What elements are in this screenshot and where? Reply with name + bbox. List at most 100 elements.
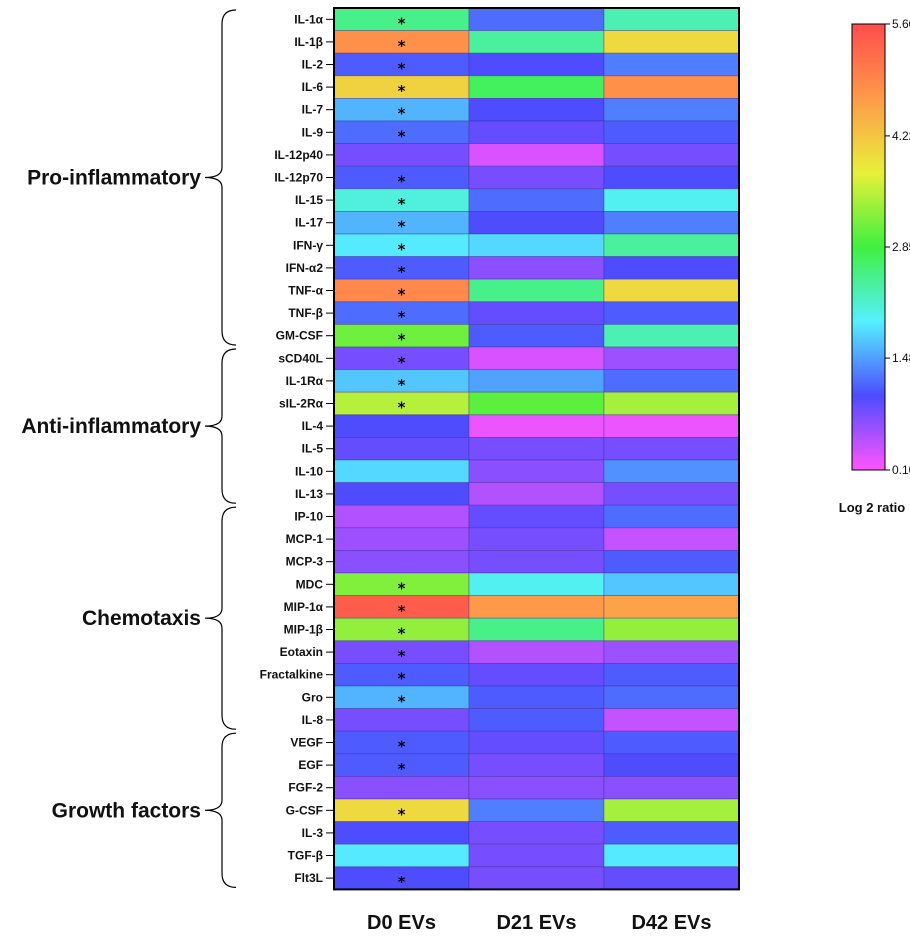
heatmap-cell [333,414,470,438]
heatmap-cell [468,233,605,258]
significance-star: * [398,308,406,326]
significance-star: * [398,14,406,32]
significance-star: * [398,353,406,371]
heatmap-cell [468,572,605,597]
significance-star: * [398,760,406,778]
heatmap-cell [603,504,740,529]
significance-star: * [398,602,406,620]
heatmap-cell [603,210,740,235]
heatmap-cell [603,391,740,416]
row-label: IL-8 [302,713,324,727]
heatmap-cell [468,165,605,190]
significance-star: * [398,805,406,823]
row-label: IL-4 [302,419,324,433]
significance-star: * [398,670,406,688]
heatmap-cell [603,843,740,868]
significance-star: * [398,240,406,258]
heatmap-cell [333,776,470,800]
significance-star: * [398,37,406,55]
heatmap-cell [333,550,470,574]
heatmap-cell [468,120,605,145]
row-label: FGF-2 [288,781,323,795]
heatmap-cell [603,482,740,506]
colorbar-title: Log 2 ratio [839,500,906,515]
column-label: D42 EVs [631,912,711,934]
heatmap-cell [468,798,605,823]
colorbar-tick-label: 1.48 [892,351,910,365]
significance-star: * [398,127,406,145]
significance-star: * [398,82,406,100]
row-label: MCP-3 [286,555,324,569]
heatmap-cell [468,30,605,54]
heatmap-cell [603,708,740,732]
heatmap-cell [603,595,740,619]
row-label: MCP-1 [286,532,324,546]
row-label: IFN-γ [293,238,323,252]
row-label: IL-17 [295,216,323,230]
row-label: Flt3L [294,871,323,885]
colorbar-tick-label: 0.10 [892,463,910,477]
row-label: IL-13 [295,487,323,501]
column-label: D0 EVs [367,912,436,934]
heatmap-cell [603,120,740,145]
heatmap-cell [603,821,740,845]
significance-star: * [398,738,406,756]
heatmap-cell [468,730,605,755]
heatmap-cell [603,143,740,167]
heatmap-cell [333,527,470,551]
heatmap-cell [468,278,605,303]
heatmap-cell [603,256,740,280]
heatmap-cell [333,504,470,529]
heatmap-cell [468,369,605,393]
colorbar-tick-label: 5.60 [892,17,910,31]
group-bracket [204,732,237,888]
heatmap-cell [603,753,740,777]
column-label: D21 EVs [496,912,576,934]
heatmap-cell [468,866,605,890]
heatmap-cell [603,7,740,32]
row-label: IL-3 [302,826,324,840]
row-label: Fractalkine [260,668,324,682]
heatmap-cell [468,843,605,868]
row-label: IL-12p40 [274,148,323,162]
row-labels: IL-1α IL-1β IL-2 IL-6 IL-7 IL-9 IL-12p40 IL-12p… [260,12,334,885]
significance-star: * [398,263,406,281]
heatmap-cell [468,98,605,122]
heatmap-cell [468,52,605,77]
row-label: EGF [298,758,323,772]
row-label: Gro [302,690,323,704]
row-label: IL-1β [294,35,323,49]
row-label: Eotaxin [280,645,323,659]
heatmap-cell [468,504,605,529]
heatmap-cell [468,414,605,438]
row-label: IL-9 [302,125,324,139]
colorbar: 5.60 4.22 2.85 1.48 0.10 Log 2 ratio [839,17,910,515]
heatmap-cell [603,459,740,484]
heatmap-cell [603,640,740,664]
group-label: Growth factors [52,799,201,822]
significance-star: * [398,218,406,236]
row-label: TNF-β [288,306,323,320]
heatmap-cell [603,301,740,325]
heatmap-cell [468,188,605,212]
row-label: MIP-1α [284,600,324,614]
heatmap-cell [468,663,605,687]
heatmap-cell [333,821,470,845]
heatmap-cell [333,708,470,732]
heatmap-cell [333,459,470,484]
heatmap-cell [603,278,740,303]
column-labels: D0 EVs D21 EVs D42 EVs [367,912,712,934]
heatmap-cell [468,482,605,506]
row-label: sCD40L [278,351,323,365]
heatmap-cells: * * * * * * * * * * * * * * * * * * * * * * * * * * * [333,7,740,891]
heatmap-cell [603,52,740,77]
heatmap-cell [603,233,740,258]
heatmap-cell [603,30,740,54]
heatmap-cell [603,369,740,393]
heatmap-cell [333,143,470,167]
heatmap-cell [603,188,740,212]
heatmap-cell [333,843,470,868]
heatmap-cell [468,75,605,99]
heatmap-cell [468,527,605,551]
heatmap-cell [468,821,605,845]
